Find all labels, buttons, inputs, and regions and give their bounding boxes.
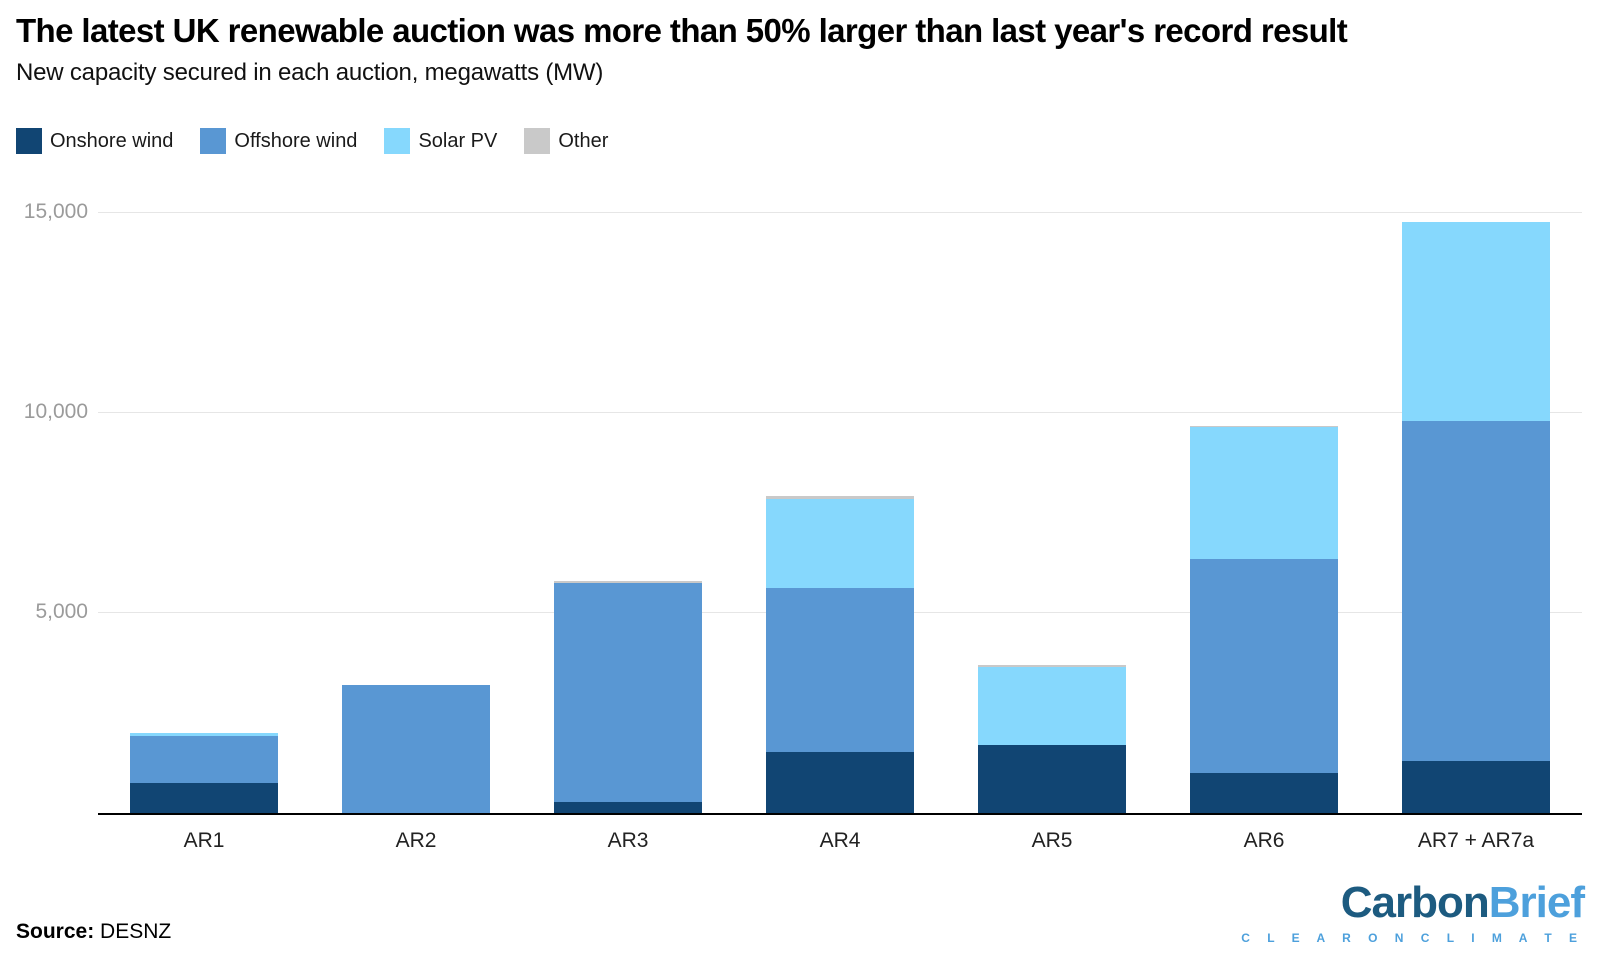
bar-segment-other [1189, 425, 1339, 427]
legend: Onshore wind Offshore wind Solar PV Other [16, 128, 1584, 154]
chart: 5,000 10,000 15,000 AR1 AR2 AR3 AR4 AR5 AR6 AR7 … [16, 185, 1584, 857]
x-axis-labels: AR1 AR2 AR3 AR4 AR5 AR6 AR7 + AR7a [98, 817, 1582, 853]
bar-stack [1401, 221, 1551, 813]
bar-stack [765, 496, 915, 813]
bar-slot-ar1 [98, 185, 310, 813]
chart-title: The latest UK renewable auction was more… [16, 12, 1348, 49]
logo-wordmark: CarbonBrief [1241, 878, 1585, 927]
legend-swatch-icon [384, 128, 411, 154]
bar-slot-ar7-ar7a [1370, 185, 1582, 813]
bar-stack [341, 684, 491, 813]
bar-stack [553, 581, 703, 813]
footer: Source: DESNZ CarbonBrief C L E A R O N … [16, 878, 1585, 945]
bar-slot-ar3 [522, 185, 734, 813]
gridline-15000: 15,000 [24, 200, 1582, 223]
x-axis-label: AR5 [1031, 829, 1073, 852]
legend-item-solar-pv: Solar PV [384, 128, 497, 154]
x-axis-label: AR1 [183, 829, 225, 852]
legend-item-onshore-wind: Onshore wind [16, 128, 173, 154]
bar-segment-offshore-wind [341, 684, 491, 813]
x-axis-label: AR2 [395, 829, 437, 852]
bar-stack [1189, 425, 1339, 813]
carbonbrief-logo: CarbonBrief C L E A R O N C L I M A T E [1241, 878, 1585, 945]
bar-segment-onshore-wind [1189, 773, 1339, 813]
legend-swatch-icon [524, 128, 551, 154]
logo-tagline: C L E A R O N C L I M A T E [1241, 931, 1584, 945]
bar-segment-offshore-wind [129, 736, 279, 783]
legend-label: Solar PV [418, 129, 498, 152]
bar-segment-onshore-wind [1401, 760, 1551, 813]
bar-segment-onshore-wind [129, 782, 279, 813]
legend-item-offshore-wind: Offshore wind [200, 128, 357, 154]
bar-segment-solar-pv [1401, 221, 1551, 421]
legend-item-other: Other [524, 128, 608, 154]
x-axis-label: AR6 [1243, 829, 1285, 852]
chart-subtitle: New capacity secured in each auction, me… [16, 59, 604, 86]
legend-label: Offshore wind [234, 129, 358, 152]
plot-area: 5,000 10,000 15,000 [24, 185, 1582, 815]
legend-swatch-icon [200, 128, 227, 154]
bar-segment-onshore-wind [765, 751, 915, 813]
bar-slot-ar6 [1158, 185, 1370, 813]
bar-segment-solar-pv [765, 499, 915, 588]
bar-segment-other [553, 581, 703, 583]
bar-segment-other [977, 664, 1127, 668]
bar-segment-other [765, 496, 915, 500]
source-label: Source: [16, 920, 95, 943]
bar-slot-ar4 [734, 185, 946, 813]
x-axis-label: AR7 + AR7a [1417, 829, 1535, 852]
bar-segment-solar-pv [129, 733, 279, 737]
legend-label: Onshore wind [50, 129, 174, 152]
bar-segment-solar-pv [1189, 426, 1339, 560]
y-tick-label: 10,000 [23, 400, 88, 423]
bar-segment-offshore-wind [765, 587, 915, 752]
bar-segment-offshore-wind [1401, 420, 1551, 761]
y-tick-label: 5,000 [35, 600, 88, 623]
source-text: DESNZ [100, 920, 172, 943]
legend-label: Other [558, 129, 609, 152]
x-axis-label: AR4 [819, 829, 861, 852]
bar-segment-onshore-wind [553, 801, 703, 813]
logo-carbon: Carbon [1340, 878, 1490, 927]
bar-segment-onshore-wind [977, 744, 1127, 813]
source-note: Source: DESNZ [16, 920, 171, 944]
logo-brief: Brief [1488, 878, 1585, 927]
bars-container [98, 185, 1582, 813]
legend-swatch-icon [16, 128, 42, 154]
bar-segment-offshore-wind [1189, 559, 1339, 774]
gridline-10000: 10,000 [24, 400, 1582, 423]
y-tick-label: 15,000 [23, 200, 88, 223]
x-axis-label: AR3 [607, 829, 649, 852]
bar-slot-ar2 [310, 185, 522, 813]
bar-segment-offshore-wind [553, 582, 703, 802]
bar-stack [129, 733, 279, 813]
bar-stack [977, 664, 1127, 813]
bar-segment-solar-pv [977, 667, 1127, 745]
bar-slot-ar5 [946, 185, 1158, 813]
